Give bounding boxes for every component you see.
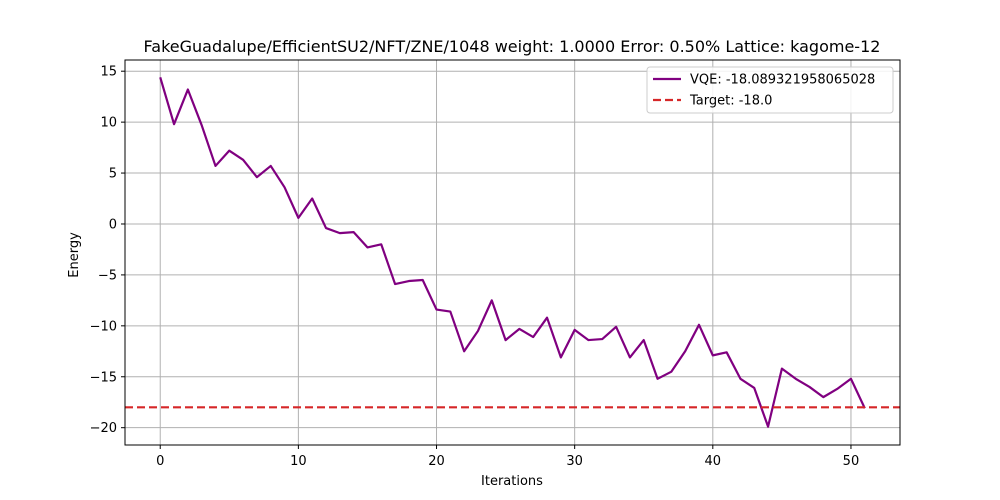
x-axis-label: Iterations [481,474,543,489]
y-tick-label: 15 [100,65,117,80]
y-tick-label: 0 [109,217,117,232]
x-tick-label: 50 [843,454,860,469]
legend-label: Target: -18.0 [689,94,772,109]
x-tick-label: 40 [705,454,722,469]
x-tick-label: 20 [428,454,445,469]
y-tick-label: −10 [90,319,117,334]
y-tick-label: −20 [90,421,117,436]
y-tick-label: 5 [109,167,117,182]
y-tick-label: 10 [100,116,117,131]
plot-frame [124,59,901,446]
x-tick-label: 0 [156,454,164,469]
x-axis: 0 10 20 30 40 50 [156,445,859,469]
legend-label: VQE: -18.089321958065028 [690,73,875,88]
y-tick-label: −5 [98,268,117,283]
y-axis-label: Energy [67,232,82,278]
y-axis: 15 10 5 0 −5 −10 −15 −20 [90,65,125,436]
legend-box [646,66,894,114]
grid-lines [125,60,900,445]
series-layer [125,76,900,428]
x-tick-label: 30 [566,454,583,469]
chart-title: FakeGuadalupe/EfficientSU2/NFT/ZNE/1048 … [144,37,881,56]
x-tick-label: 10 [290,454,307,469]
legend: VQE: -18.089321958065028 Target: -18.0 [646,66,894,114]
vqe-energy-line [159,76,866,428]
y-tick-label: −15 [90,370,117,385]
